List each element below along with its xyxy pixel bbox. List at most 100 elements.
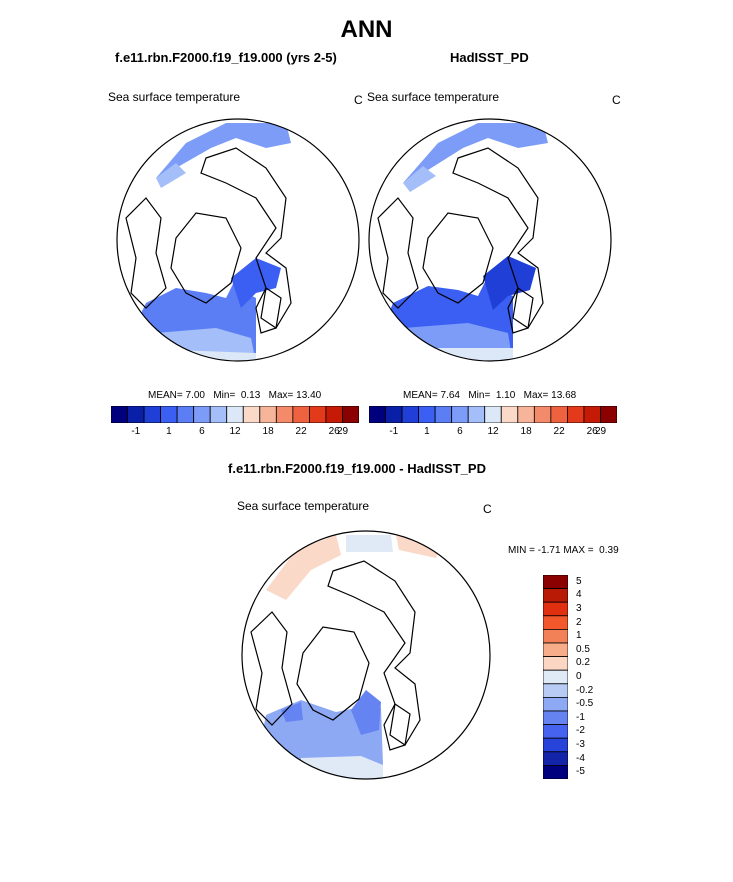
colorbar-tick-label: 6 xyxy=(457,426,463,437)
panel-1-units: C xyxy=(354,93,363,107)
colorbar-tick-label: -0.5 xyxy=(576,698,594,710)
cbar-1-cells xyxy=(111,406,359,423)
panel-1-variable: Sea surface temperature xyxy=(108,90,241,104)
colorbar-cell xyxy=(275,406,294,423)
atlantic-strong-negative-region xyxy=(281,702,303,722)
colorbar-cell xyxy=(209,406,228,423)
colorbar-cell xyxy=(143,406,162,423)
colorbar-tick-label: 1 xyxy=(424,426,430,437)
colorbar-cell xyxy=(543,710,568,726)
colorbar-tick-label: -1 xyxy=(131,426,141,437)
panel-1-colorbar-ticks: -1 1 6 12 18 22 26 29 xyxy=(111,426,359,440)
colorbar-tick-label: 1 xyxy=(576,630,582,642)
colorbar-tick-label: 12 xyxy=(487,426,499,437)
colorbar-tick-label: -4 xyxy=(576,752,585,764)
colorbar-tick-label: 3 xyxy=(576,603,582,614)
colorbar-cell xyxy=(600,406,617,423)
panel-3-variable: Sea surface temperature xyxy=(237,499,370,513)
map-boundary xyxy=(368,118,612,362)
panel-2-colorbar-ticks: -1 1 6 12 18 22 26 29 xyxy=(369,426,617,440)
bering-light-region xyxy=(403,166,436,192)
colorbar-cell xyxy=(160,406,178,423)
norwegian-sea-region xyxy=(231,258,281,308)
colorbar-cell xyxy=(342,406,359,423)
cbar-3-cells xyxy=(543,575,568,779)
colorbar-cell xyxy=(127,406,145,423)
colorbar-cell xyxy=(543,588,568,603)
panel-2-variable: Sea surface temperature xyxy=(367,90,500,104)
pacific-ocean-region xyxy=(403,123,548,183)
coastline-scandinavia xyxy=(507,287,534,334)
colorbar-cell xyxy=(543,724,568,739)
colorbar-cell xyxy=(543,629,568,644)
panel-1-title: f.e11.rbn.F2000.f19_f19.000 (yrs 2-5) xyxy=(115,50,337,65)
colorbar-cell xyxy=(517,406,535,423)
colorbar-cell xyxy=(385,406,403,423)
panel-2-units: C xyxy=(612,93,621,107)
colorbar-tick-label: 5 xyxy=(576,575,582,587)
colorbar-cell xyxy=(543,575,568,590)
panel-2-title: HadISST_PD xyxy=(450,50,529,65)
colorbar-cell xyxy=(500,406,519,423)
colorbar-tick-label: 0.5 xyxy=(576,643,590,655)
colorbar-tick-label: -5 xyxy=(576,766,585,778)
panel-3-map xyxy=(241,530,491,780)
colorbar-tick-label: 0.2 xyxy=(576,657,590,669)
page-title: ANN xyxy=(340,16,393,43)
bering-light-region xyxy=(156,163,186,188)
colorbar-tick-label: 29 xyxy=(336,426,349,437)
colorbar-tick-label: 6 xyxy=(199,426,205,437)
coastline-america xyxy=(125,197,167,309)
colorbar-cell xyxy=(543,764,568,779)
panel-2-map xyxy=(368,118,612,362)
colorbar-cell xyxy=(292,406,310,423)
colorbar-cell xyxy=(176,406,195,423)
norwegian-sea-region xyxy=(483,256,536,310)
panel-1-map xyxy=(116,118,360,362)
colorbar-cell xyxy=(434,406,453,423)
colorbar-cell xyxy=(369,406,386,423)
map-boundary xyxy=(116,118,360,362)
colorbar-cell xyxy=(308,406,327,423)
colorbar-cell xyxy=(543,737,568,753)
colorbar-cell xyxy=(543,656,568,671)
colorbar-tick-label: 18 xyxy=(262,426,274,437)
colorbar-tick-label: -3 xyxy=(576,739,585,750)
colorbar-cell xyxy=(543,669,568,685)
panel-3-colorbar-ticks: 5 4 3 2 1 0.5 0.2 0 -0.2 -0.5 -1 -2 -3 -4 -5 xyxy=(571,575,611,779)
colorbar-cell xyxy=(242,406,261,423)
colorbar-tick-label: 26 xyxy=(586,426,598,437)
colorbar-tick-label: 18 xyxy=(520,426,532,437)
panel-3-units: C xyxy=(483,502,492,516)
colorbar-cell xyxy=(484,406,502,423)
coastline-scandinavia xyxy=(383,703,411,751)
colorbar-cell xyxy=(583,406,601,423)
colorbar-cell xyxy=(226,406,244,423)
colorbar-cell xyxy=(533,406,552,423)
panel-2-stats: MEAN= 7.64 Min= 1.10 Max= 13.68 xyxy=(403,390,577,401)
colorbar-cell xyxy=(418,406,436,423)
coastline-america xyxy=(377,197,419,309)
colorbar-tick-label: 12 xyxy=(229,426,241,437)
colorbar-cell xyxy=(543,615,568,630)
atlantic-lightest-region xyxy=(423,348,513,361)
colorbar-tick-label: 29 xyxy=(594,426,607,437)
panel-2-colorbar xyxy=(369,406,617,423)
colorbar-tick-label: 4 xyxy=(576,589,582,601)
colorbar-cell xyxy=(193,406,211,423)
panel-1-stats: MEAN= 7.00 Min= 0.13 Max= 13.40 xyxy=(148,390,322,401)
colorbar-cell xyxy=(401,406,420,423)
colorbar-tick-label: 26 xyxy=(328,426,340,437)
map-boundary xyxy=(241,530,491,780)
colorbar-tick-label: -0.2 xyxy=(576,684,594,696)
colorbar-tick-label: 22 xyxy=(295,426,307,437)
cbar-2-cells xyxy=(369,406,617,423)
colorbar-tick-label: 2 xyxy=(576,616,582,628)
panel-3-title: f.e11.rbn.F2000.f19_f19.000 - HadISST_PD xyxy=(228,461,486,476)
colorbar-tick-label: -2 xyxy=(576,725,585,737)
colorbar-cell xyxy=(259,406,277,423)
coastline-greenland xyxy=(170,212,242,304)
colorbar-cell xyxy=(543,751,568,766)
colorbar-tick-label: 1 xyxy=(166,426,172,437)
colorbar-tick-label: 22 xyxy=(553,426,565,437)
